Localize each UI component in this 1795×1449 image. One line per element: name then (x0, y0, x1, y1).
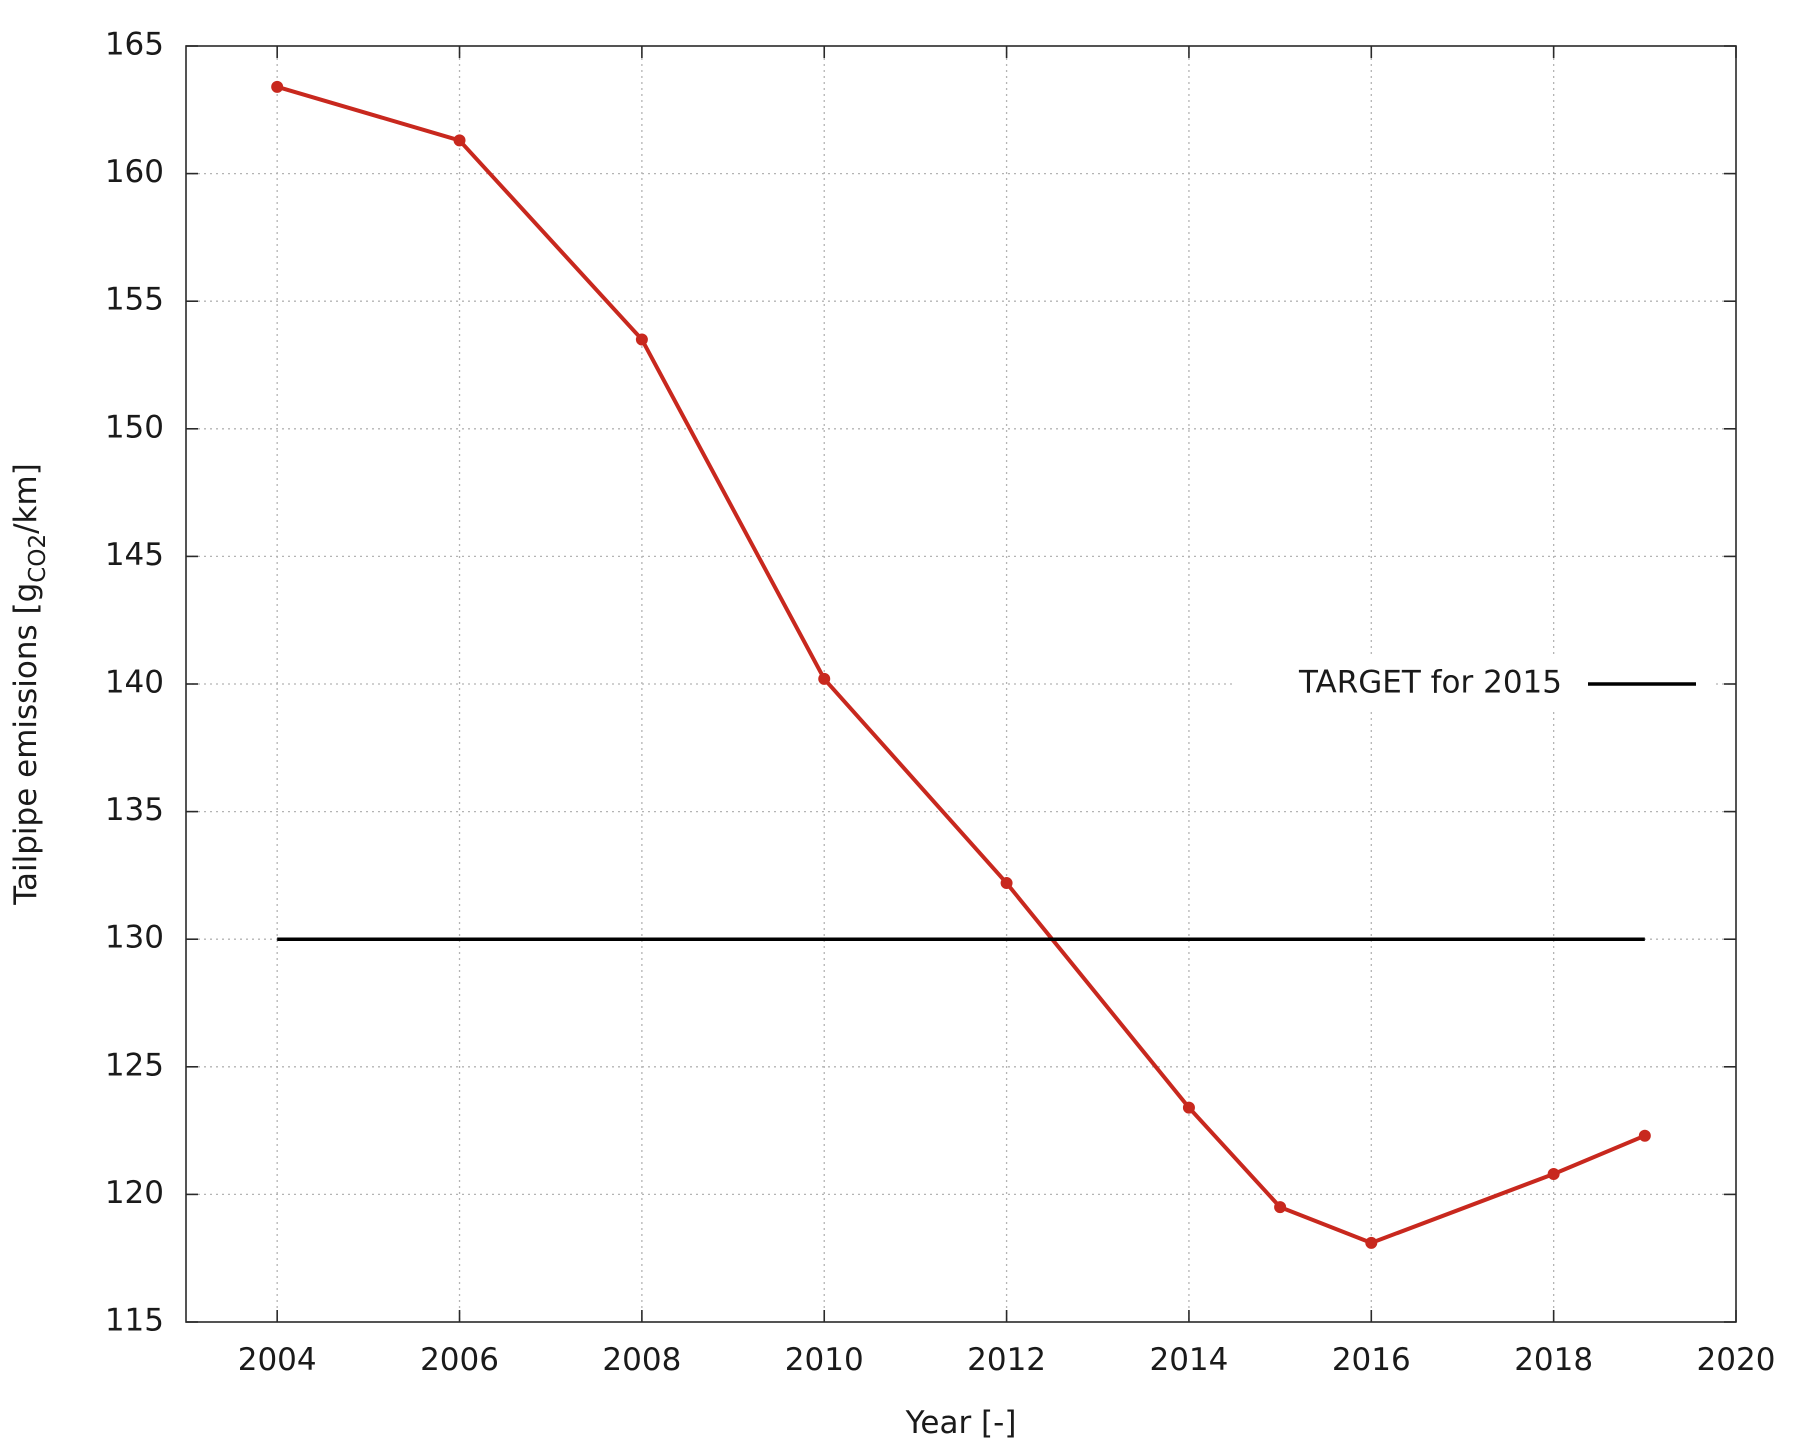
data-point (1274, 1201, 1287, 1214)
x-axis-title: Year [-] (905, 1405, 1017, 1441)
y-tick-label: 135 (105, 792, 164, 828)
data-point (1638, 1129, 1651, 1142)
data-point (1547, 1167, 1560, 1180)
y-tick-label: 120 (105, 1175, 164, 1211)
legend: TARGET for 2015 (1232, 656, 1712, 712)
y-tick-label: 140 (105, 665, 164, 701)
data-point (453, 134, 466, 147)
x-tick-label: 2020 (1697, 1342, 1776, 1378)
x-tick-label: 2008 (602, 1342, 681, 1378)
y-axis: 115 120 125 130 135 140 145 150 155 160 165 (105, 27, 1736, 1339)
x-tick-label: 2014 (1149, 1342, 1228, 1378)
x-axis: 2004 2006 2008 2010 2012 2014 2016 2018 2020 (238, 46, 1776, 1378)
legend-label-target: TARGET for 2015 (1298, 665, 1562, 701)
plot-frame (185, 45, 1737, 1323)
y-tick-label: 150 (105, 409, 164, 445)
y-tick-label: 130 (105, 920, 164, 956)
y-axis-title-subscript: CO2 (25, 534, 51, 583)
y-axis-title-prefix: Tailpipe emissions [g (8, 583, 44, 906)
x-tick-label: 2010 (785, 1342, 864, 1378)
x-tick-label: 2012 (967, 1342, 1046, 1378)
y-axis-title-suffix: /km] (8, 463, 44, 534)
y-axis-title: Tailpipe emissions [gCO2/km] (8, 463, 51, 906)
y-tick-label: 125 (105, 1047, 164, 1083)
data-point (818, 672, 831, 685)
y-tick-label: 165 (105, 27, 164, 63)
series-line-emissions (276, 84, 1646, 1245)
x-tick-label: 2006 (420, 1342, 499, 1378)
x-tick-label: 2004 (238, 1342, 317, 1378)
series-layer (271, 80, 1651, 1249)
y-tick-label: 160 (105, 154, 164, 190)
data-point (635, 333, 648, 346)
x-tick-label: 2018 (1514, 1342, 1593, 1378)
y-tick-label: 155 (105, 282, 164, 318)
data-point (271, 80, 284, 93)
data-point (1365, 1236, 1378, 1249)
x-tick-label: 2016 (1332, 1342, 1411, 1378)
data-point (1182, 1101, 1195, 1114)
y-tick-label: 115 (105, 1303, 164, 1339)
data-point (1000, 877, 1013, 890)
y-tick-label: 145 (105, 537, 164, 573)
